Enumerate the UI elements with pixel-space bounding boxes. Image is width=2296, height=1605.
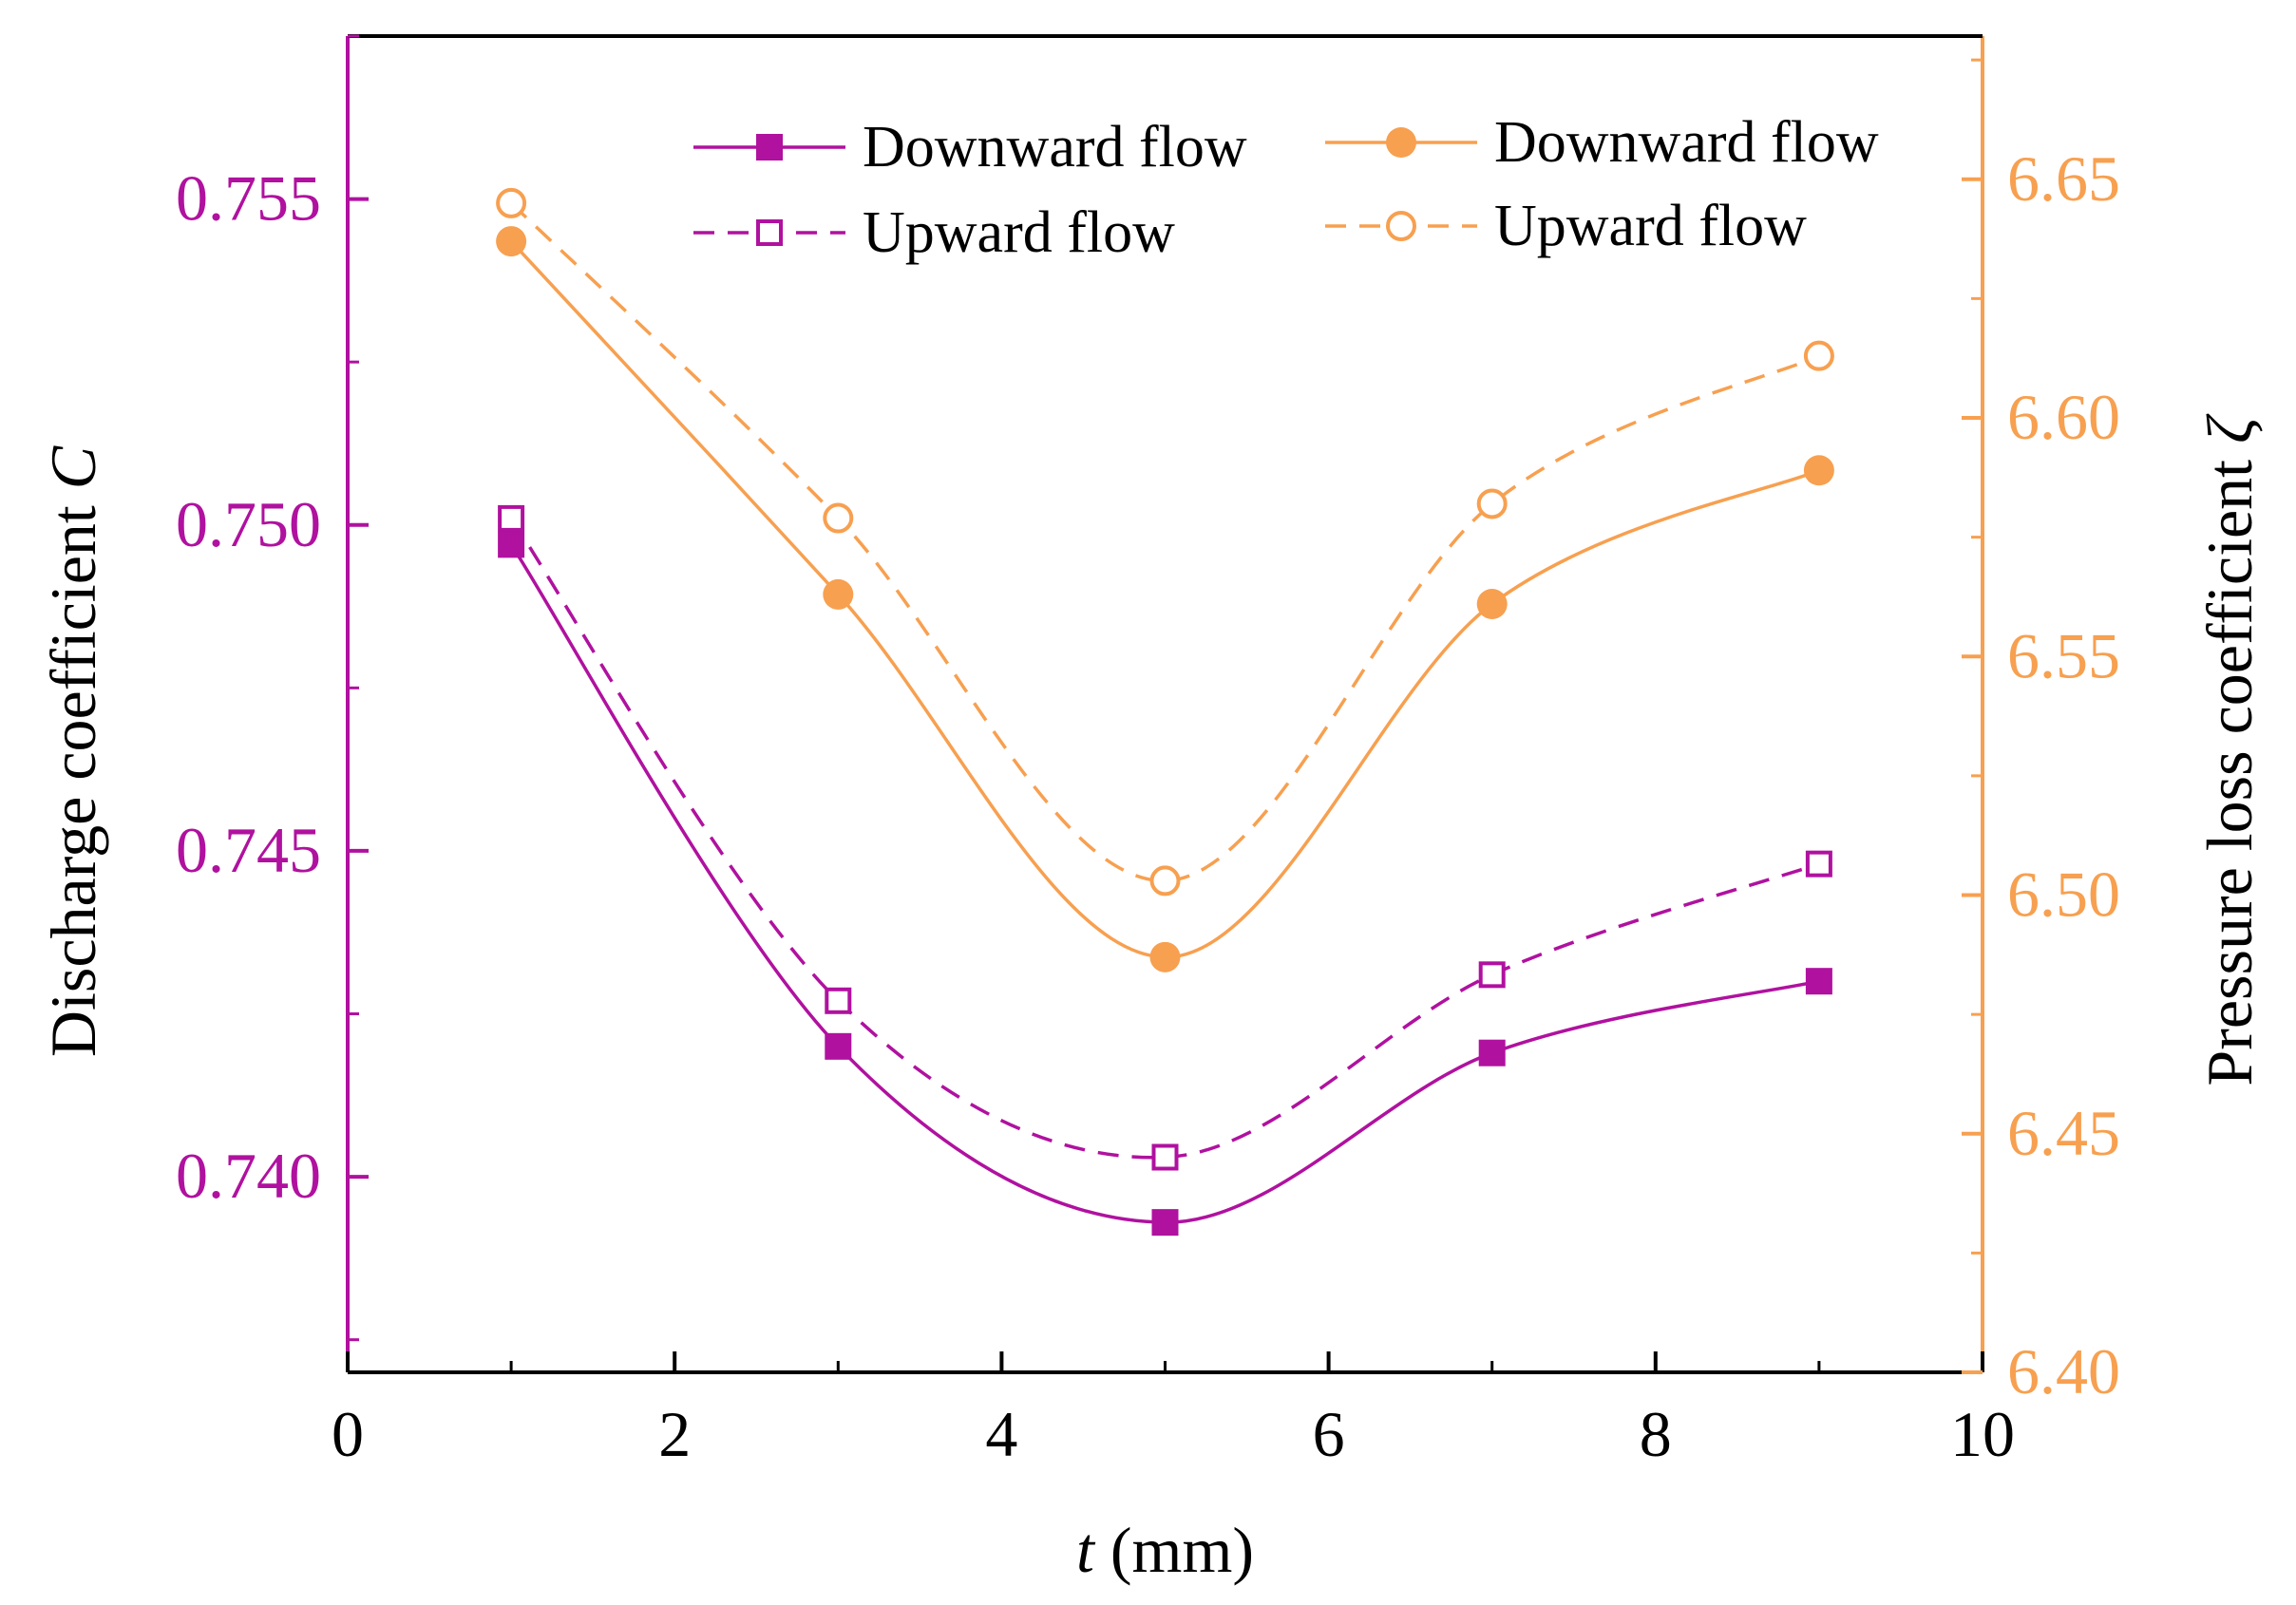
x-axis-title-unit: (mm) [1094, 1514, 1254, 1586]
right-y-tick-label: 6.50 [2007, 859, 2120, 931]
data-point [823, 578, 854, 610]
series-pressure-loss-upward [496, 187, 1834, 897]
data-point [825, 1032, 852, 1060]
series-line [509, 201, 1820, 883]
data-point [498, 504, 525, 532]
right-y-tick-label: 6.45 [2007, 1097, 2120, 1169]
data-point [1805, 850, 1832, 878]
right-y-tick-label: 6.65 [2007, 142, 2120, 215]
legend: Downward flow Upward flow Downward flow Upw… [693, 110, 1879, 265]
data-point [1151, 1143, 1179, 1171]
data-point [823, 502, 854, 534]
right-y-axis-title-symbol: ζ [2193, 413, 2266, 444]
data-point [496, 187, 527, 218]
left-y-tick-label: 0.740 [176, 1140, 321, 1212]
data-point [1476, 488, 1508, 519]
data-point [1476, 588, 1508, 619]
legend-label: Downward flow [863, 115, 1247, 179]
left-y-axis-title-symbol: C [37, 445, 109, 489]
data-point [1803, 340, 1834, 371]
data-point [1149, 865, 1181, 897]
right-y-axis-title: Pressure loss coefficient ζ [2193, 413, 2266, 1086]
series-layer [496, 187, 1834, 1237]
x-tick-label: 2 [658, 1398, 691, 1470]
series-line [509, 543, 1820, 1224]
x-tick-label: 6 [1313, 1398, 1345, 1470]
x-axis-title-symbol: t [1076, 1514, 1096, 1586]
legend-label: Downward flow [1494, 110, 1879, 175]
data-point [1803, 455, 1834, 486]
left-y-tick-label: 0.745 [176, 814, 321, 886]
x-tick-label: 0 [332, 1398, 364, 1470]
series-line [509, 517, 1820, 1160]
right-y-tick-label: 6.55 [2007, 619, 2120, 691]
series-discharge-downward [498, 531, 1832, 1237]
x-tick-label: 8 [1640, 1398, 1672, 1470]
data-point [498, 531, 525, 558]
x-tick-label: 4 [985, 1398, 1017, 1470]
legend-marker [756, 134, 783, 160]
data-point [825, 987, 852, 1014]
right-y-axis-title-text: Pressure loss coefficient [2193, 444, 2266, 1086]
left-y-axis-title: Discharge coefficient C [37, 445, 109, 1057]
data-point [1149, 941, 1181, 972]
legend-item: Upward flow [1325, 194, 1807, 258]
data-point [1151, 1209, 1179, 1237]
legend-label: Upward flow [863, 200, 1175, 265]
legend-label: Upward flow [1494, 194, 1807, 258]
x-tick-label: 10 [1950, 1398, 2015, 1470]
legend-marker [756, 219, 783, 246]
data-point [1478, 1039, 1506, 1067]
data-point [1805, 968, 1832, 995]
axis-titles: t (mm) Discharge coefficient C Pressure lo… [37, 413, 2266, 1586]
legend-marker [1386, 127, 1416, 158]
right-y-tick-label: 6.60 [2007, 381, 2120, 453]
left-y-axis-title-text: Discharge coefficient [37, 489, 109, 1057]
right-y-tick-label: 6.40 [2007, 1335, 2120, 1407]
series-discharge-upward [498, 504, 1832, 1171]
series-line [509, 239, 1820, 959]
left-y-tick-label: 0.750 [176, 488, 321, 560]
legend-item: Upward flow [693, 200, 1175, 265]
left-y-tick-label: 0.755 [176, 162, 321, 235]
legend-item: Downward flow [693, 115, 1247, 179]
axes-layer: 0 2 4 6 8 10 0.740 0.745 0.750 0.755 6.40 6.45 6.50 6… [176, 34, 2120, 1470]
series-pressure-loss-downward [496, 226, 1834, 972]
data-point [496, 226, 527, 257]
legend-item: Downward flow [1325, 110, 1879, 175]
data-point [1478, 961, 1506, 989]
legend-marker [1386, 211, 1416, 241]
x-axis-title: t (mm) [1076, 1514, 1254, 1586]
